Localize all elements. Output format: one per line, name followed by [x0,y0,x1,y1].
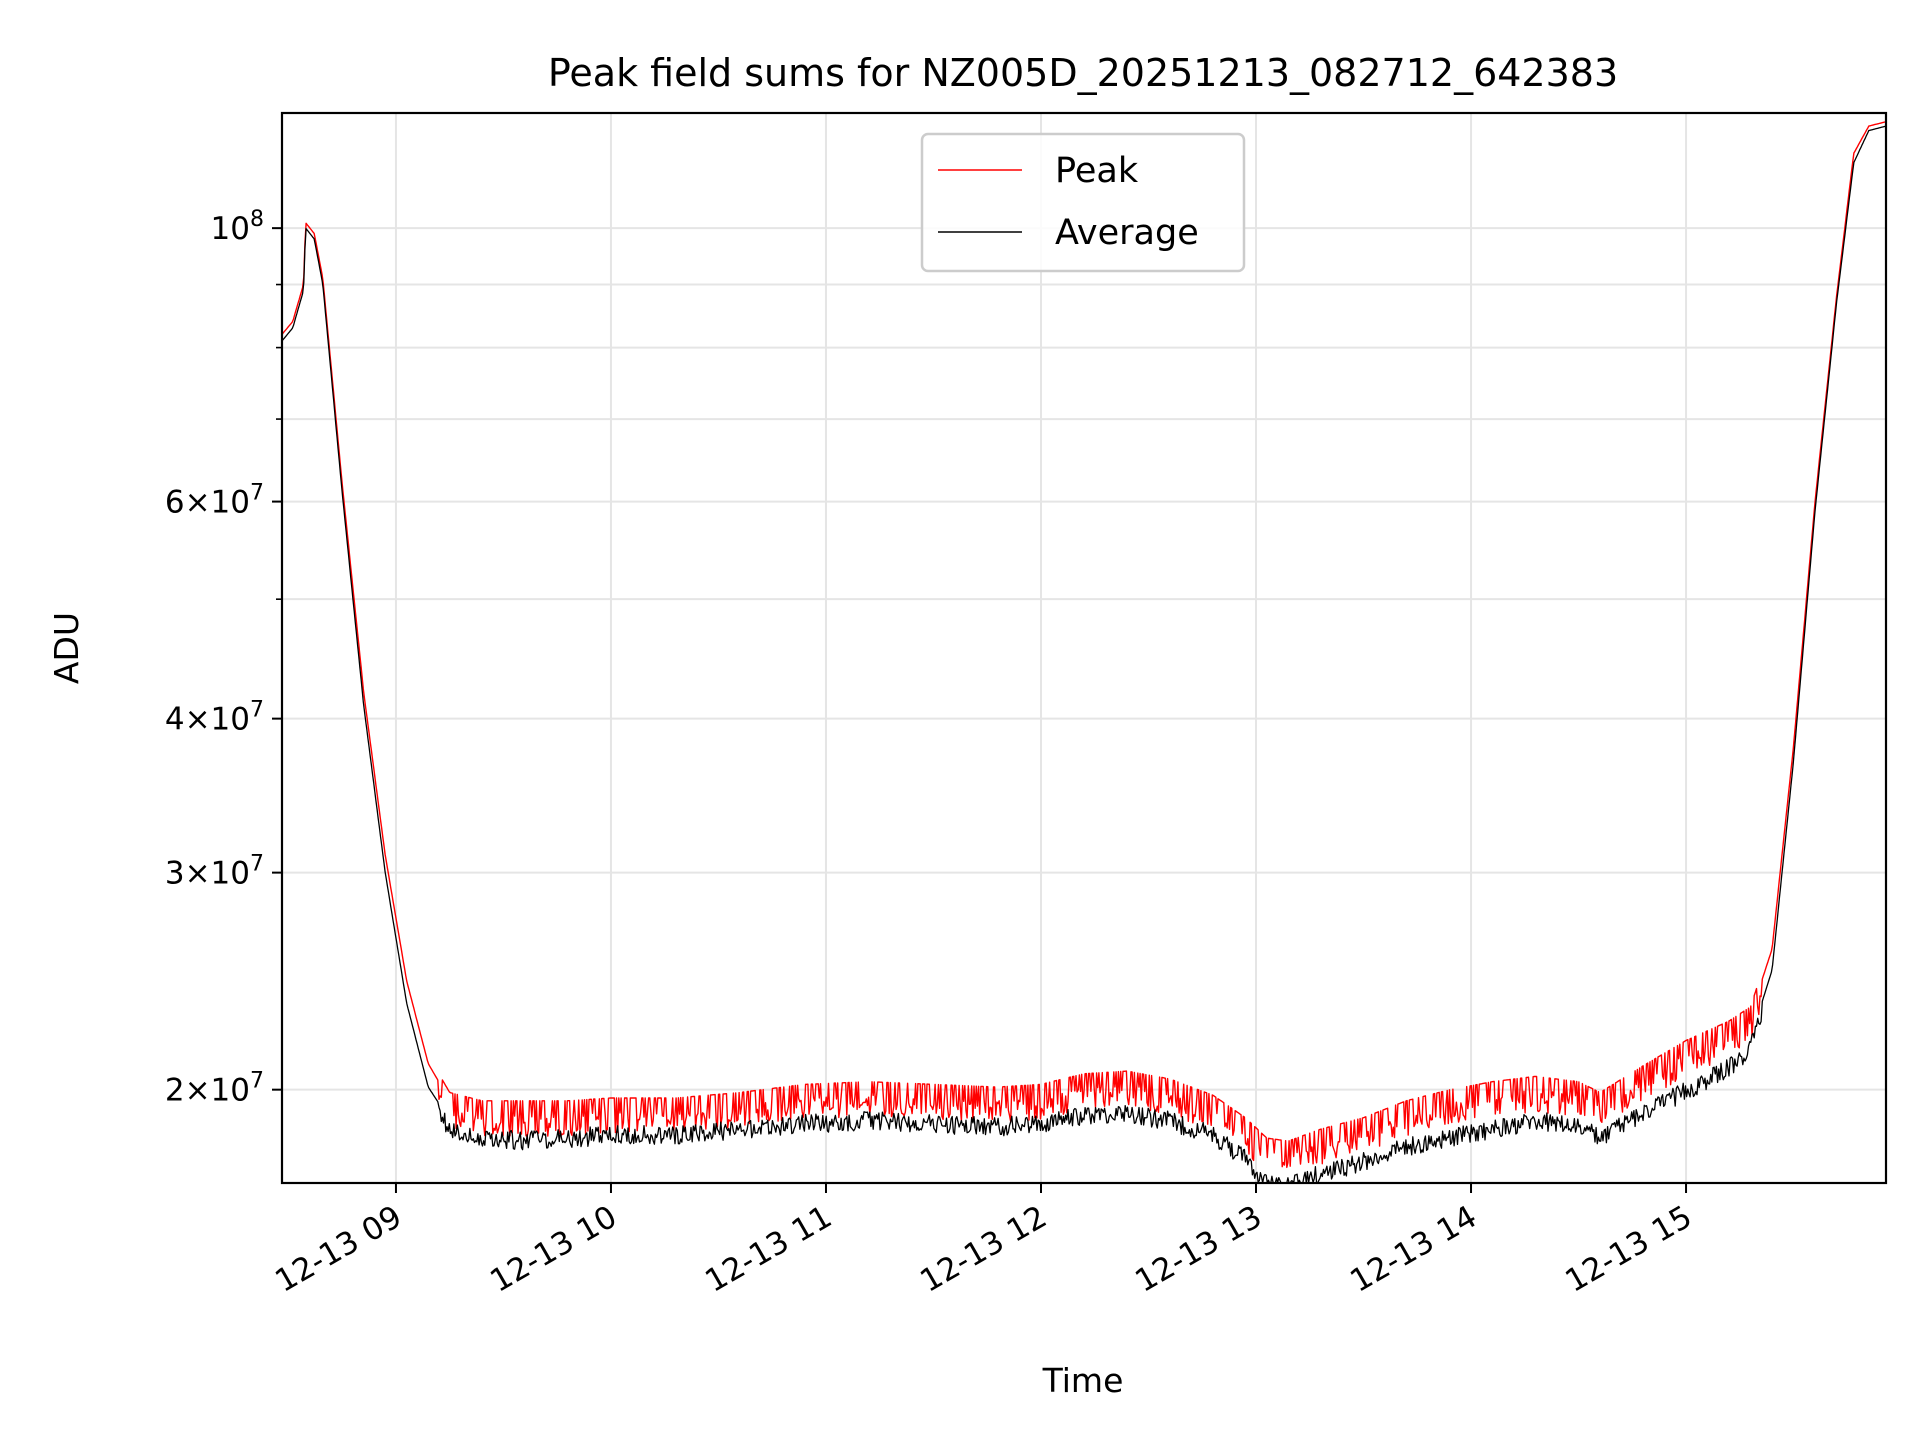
y-tick-label: 2×107 [165,1069,264,1109]
y-axis-label: ADU [47,612,86,684]
series-lines [281,121,1887,1184]
axis-ticks: 12-13 09 12-13 10 12-13 11 12-13 12 12-13 13… [165,207,1698,1299]
y-tick-label: 4×107 [165,698,264,738]
x-tick-label: 12-13 13 [1129,1199,1268,1300]
legend-peak-label: Peak [1055,151,1139,191]
series-line-peak [281,121,1887,1169]
x-tick-label: 12-13 10 [484,1199,623,1300]
x-tick-label: 12-13 14 [1344,1199,1483,1300]
x-tick-label: 12-13 11 [699,1199,838,1300]
plot-area-frame [280,111,1888,1185]
x-tick-label: 12-13 12 [914,1199,1053,1300]
y-tick-label: 6×107 [165,481,264,521]
grid-lines [282,113,1886,1183]
x-axis-label: Time [1042,1361,1124,1400]
legend-box [920,132,1246,273]
legend-average-label: Average [1055,213,1199,253]
x-tick-label: 12-13 15 [1559,1199,1698,1300]
x-tick-label: 12-13 09 [269,1199,408,1300]
chart-title: Peak field sums for NZ005D_20251213_0827… [548,51,1618,95]
y-tick-label: 3×107 [165,852,264,892]
y-tick-label: 108 [211,207,264,247]
legend: Peak Average [920,132,1246,273]
series-line-average [281,125,1887,1184]
